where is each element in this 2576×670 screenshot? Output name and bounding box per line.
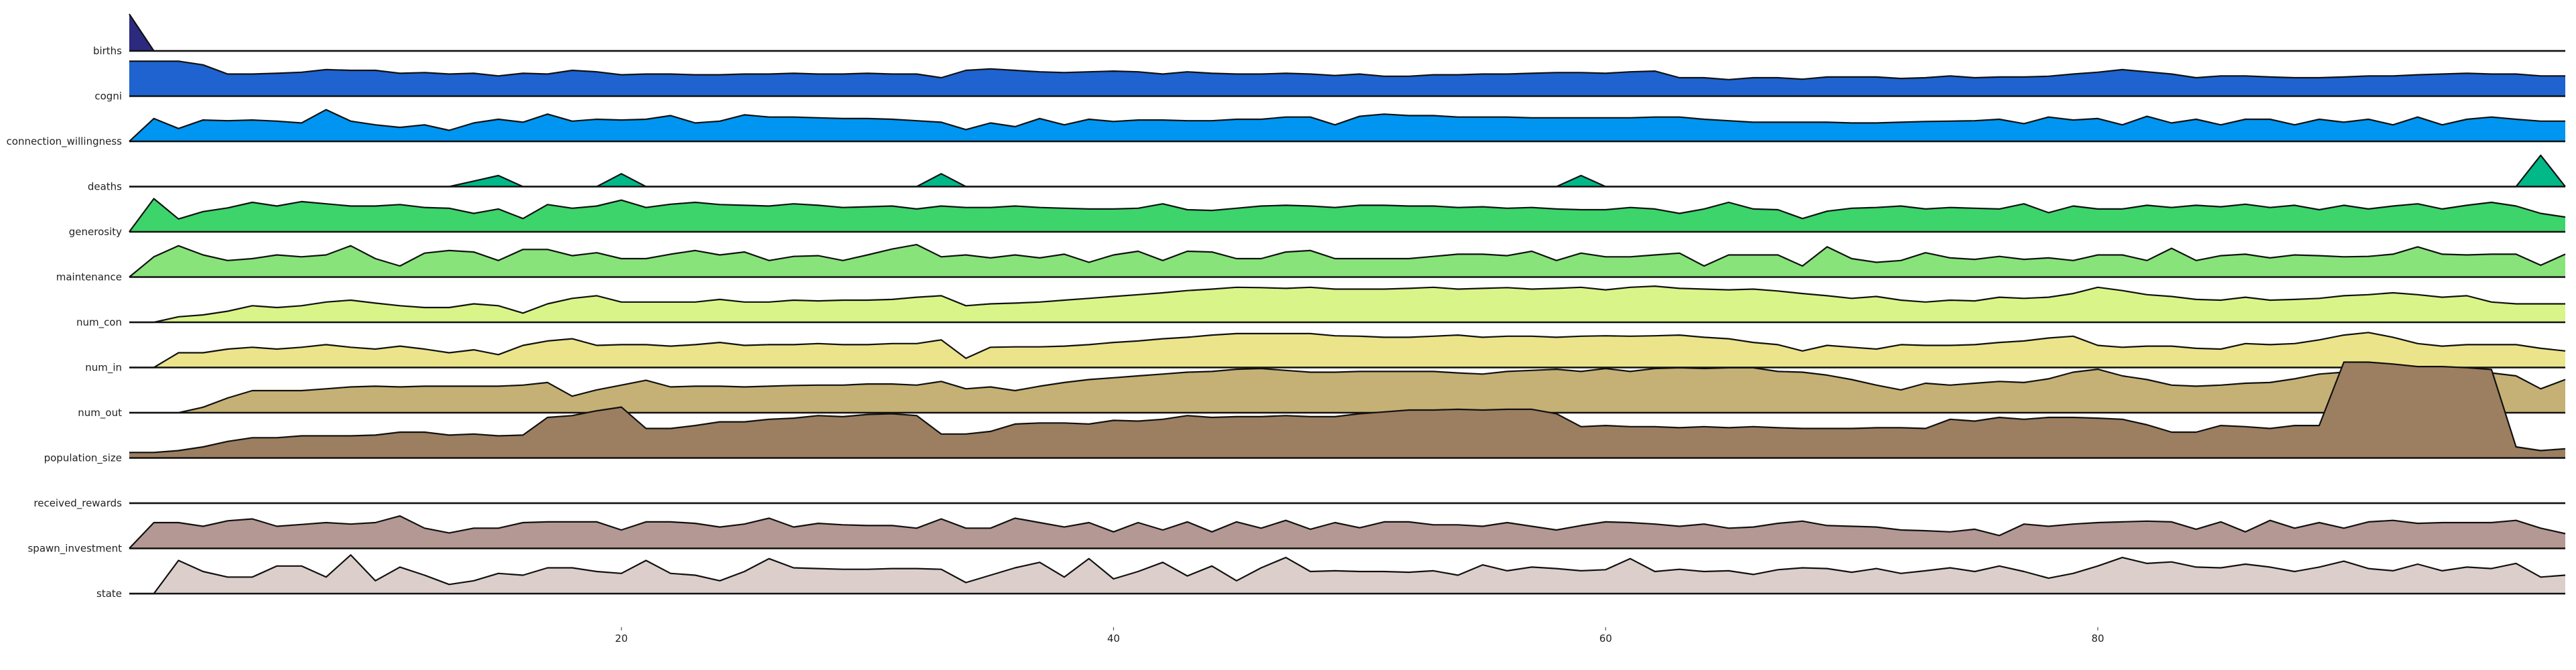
- ridge-outline: [129, 244, 2566, 278]
- ridge-outline: [129, 60, 2565, 80]
- ridge-outline: [129, 285, 2565, 324]
- ridge-area: [129, 367, 2565, 413]
- row-label: population_size: [44, 452, 122, 465]
- ridge-outline: [129, 198, 2566, 232]
- row-label: cogni: [94, 90, 122, 103]
- ridge-outline: [129, 515, 2566, 549]
- x-tick-label: 20: [615, 632, 628, 645]
- row-label: state: [96, 588, 122, 600]
- ridge-area: [129, 245, 2565, 277]
- ridge-num-in: [129, 332, 2566, 368]
- ridge-state: [129, 554, 2566, 595]
- row-label: deaths: [88, 181, 122, 193]
- row-label: received_rewards: [33, 497, 122, 510]
- ridge-area: [129, 516, 2565, 549]
- row-label: maintenance: [56, 271, 122, 283]
- row-label: spawn_investment: [27, 543, 122, 555]
- ridge-outline: [129, 361, 2566, 454]
- ridge-cogni: [129, 60, 2565, 97]
- row-label: num_out: [78, 407, 122, 419]
- ridge-maintenance: [129, 244, 2566, 278]
- ridge-connection-willingness: [129, 109, 2565, 143]
- x-tick-label: 80: [2091, 632, 2104, 645]
- ridges: [129, 13, 2566, 595]
- row-label: num_in: [85, 362, 122, 375]
- ridge-outline: [129, 554, 2566, 595]
- ridge-deaths: [129, 154, 2566, 188]
- ridge-area: [129, 61, 2565, 96]
- row-label: births: [93, 45, 122, 57]
- ridge-area: [129, 198, 2565, 232]
- ridge-generosity: [129, 198, 2566, 233]
- ridge-outline: [129, 13, 2565, 52]
- ridge-area: [129, 155, 2565, 187]
- ridge-area: [129, 555, 2565, 594]
- row-label: connection_willingness: [7, 135, 123, 148]
- ridge-births: [129, 13, 2565, 52]
- ridge-area: [129, 362, 2565, 458]
- ridge-area: [129, 109, 2565, 141]
- x-tick-label: 40: [1107, 632, 1120, 645]
- ridge-outline: [129, 109, 2565, 142]
- ridge-outline: [129, 366, 2566, 414]
- row-label: num_con: [76, 316, 122, 329]
- ridge-population-size: [129, 361, 2566, 459]
- x-axis: 20 40 60 80: [615, 627, 2104, 645]
- ridge-num-out: [129, 366, 2566, 414]
- row-label: generosity: [69, 226, 122, 238]
- ridge-area: [129, 14, 2565, 51]
- ridge-num-con: [129, 285, 2565, 324]
- ridge-outline: [129, 332, 2566, 368]
- ridge-area: [129, 332, 2565, 368]
- x-tick-label: 60: [1599, 632, 1612, 645]
- ridge-area: [129, 286, 2565, 322]
- ridge-spawn-investment: [129, 515, 2566, 549]
